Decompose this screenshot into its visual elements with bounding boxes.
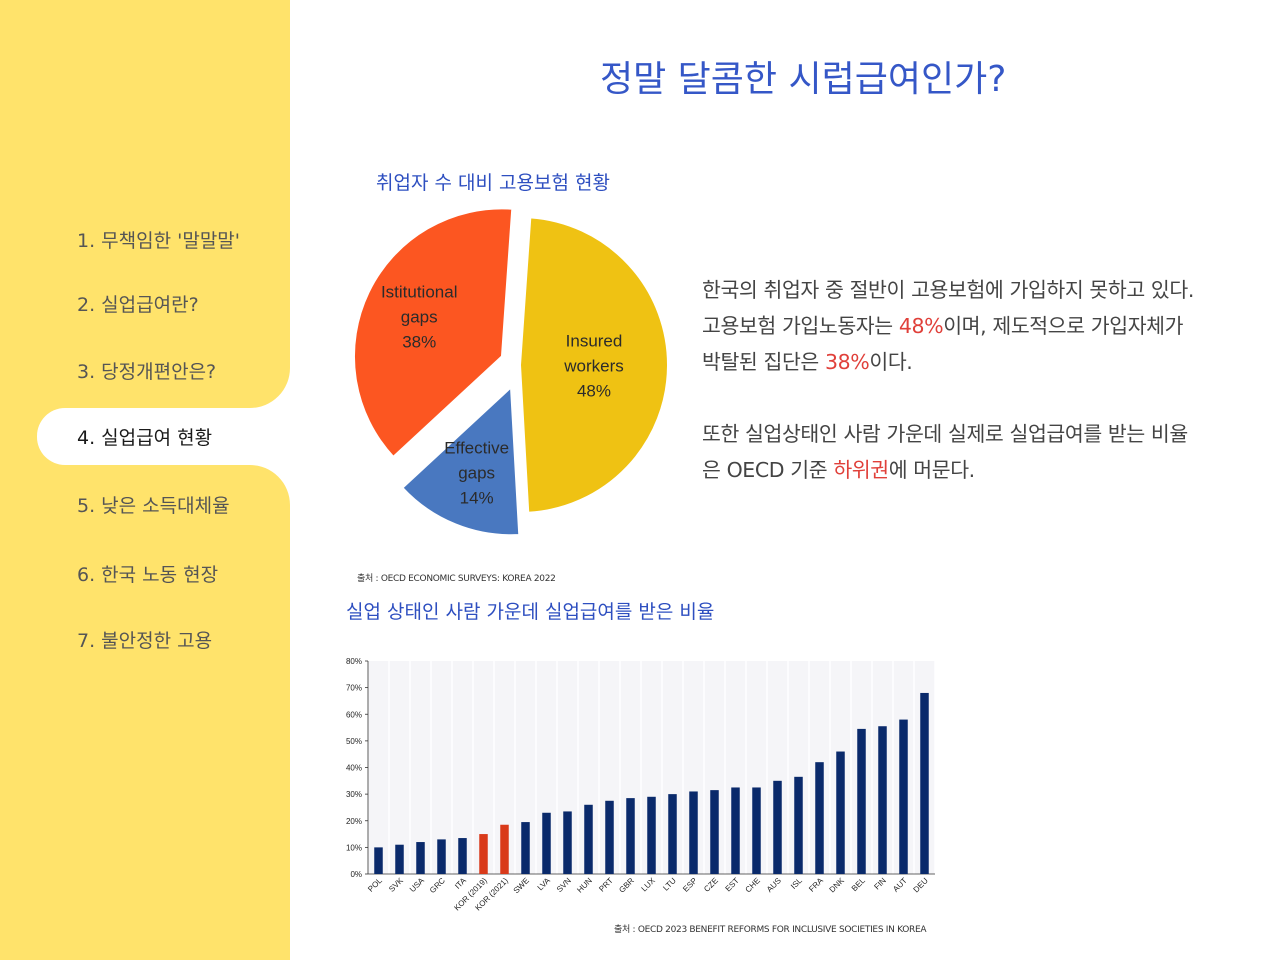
sidebar bbox=[0, 0, 290, 960]
pie-label-insured-workers: Insured workers 48% bbox=[563, 332, 624, 401]
x-tick-label: USA bbox=[408, 876, 426, 894]
bar-grc bbox=[437, 839, 446, 874]
text-line: 고용보험 가입노동자는 bbox=[702, 314, 899, 338]
nav-curve-bottom bbox=[250, 465, 290, 505]
bar-fin bbox=[878, 726, 887, 874]
text-line: 또한 실업상태인 사람 가운데 실제로 실업급여를 받는 비율 bbox=[702, 422, 1188, 446]
pie-chart-source: 출처 : OECD ECONOMIC SURVEYS: KOREA 2022 bbox=[357, 574, 556, 584]
x-tick-label: FIN bbox=[872, 876, 888, 892]
x-tick-label: SVN bbox=[555, 876, 573, 894]
nav-active-tab[interactable]: 4. 실업급여 현황 bbox=[37, 408, 290, 465]
x-tick-label: AUS bbox=[765, 876, 783, 894]
x-tick-label: ESP bbox=[681, 876, 699, 894]
y-tick-label: 50% bbox=[346, 737, 362, 746]
x-tick-label: GBR bbox=[617, 876, 636, 895]
text-line: 이며, 제도적으로 가입자체가 bbox=[943, 314, 1184, 338]
bar-hun bbox=[584, 804, 593, 874]
text-line: 은 OECD 기준 bbox=[702, 458, 834, 482]
x-tick-label: ITA bbox=[453, 876, 468, 891]
bar-aut bbox=[899, 719, 908, 874]
pie-label-effective-gaps: Effective gaps 14% bbox=[444, 438, 509, 507]
y-tick-label: 0% bbox=[350, 870, 362, 879]
bar-bel bbox=[857, 728, 866, 874]
page-title: 정말 달콤한 시럽급여인가? bbox=[600, 59, 1007, 100]
bar-chart-title: 실업 상태인 사람 가운데 실업급여를 받은 비율 bbox=[346, 601, 715, 623]
description-text: 한국의 취업자 중 절반이 고용보험에 가입하지 못하고 있다. 고용보험 가입… bbox=[702, 272, 1262, 488]
x-tick-label: AUT bbox=[891, 876, 909, 894]
bar-cze bbox=[710, 790, 719, 874]
bar-usa bbox=[416, 842, 425, 874]
y-tick-label: 70% bbox=[346, 684, 362, 693]
y-tick-label: 60% bbox=[346, 710, 362, 719]
text-line: 에 머문다. bbox=[888, 458, 975, 482]
pie-chart-title: 취업자 수 대비 고용보험 현황 bbox=[376, 172, 610, 194]
nav-item-6[interactable]: 6. 한국 노동 현장 bbox=[77, 564, 219, 586]
x-tick-label: BEL bbox=[850, 876, 867, 893]
text-line: 한국의 취업자 중 절반이 고용보험에 가입하지 못하고 있다. bbox=[702, 278, 1194, 302]
x-tick-label: CZE bbox=[702, 876, 720, 894]
x-tick-label: LVA bbox=[536, 876, 553, 893]
bar-chart-source: 출처 : OECD 2023 BENEFIT REFORMS FOR INCLU… bbox=[614, 925, 927, 935]
bar-fra bbox=[815, 762, 824, 874]
bar-lva bbox=[542, 812, 551, 874]
bar-lux bbox=[647, 796, 656, 874]
x-tick-label: HUN bbox=[575, 876, 594, 895]
bar-esp bbox=[689, 791, 698, 874]
text-line: 이다. bbox=[869, 350, 913, 374]
text-line: 박탈된 집단은 bbox=[702, 350, 825, 374]
nav-item-3[interactable]: 3. 당정개편안은? bbox=[77, 361, 217, 383]
bar-ltu bbox=[668, 794, 677, 874]
nav-item-label: 4. 실업급여 현황 bbox=[77, 427, 213, 449]
bar-svn bbox=[563, 811, 572, 874]
x-tick-label: DNK bbox=[828, 876, 847, 895]
bar-ita bbox=[458, 838, 467, 874]
bar-gbr bbox=[626, 798, 635, 874]
y-tick-label: 20% bbox=[346, 817, 362, 826]
x-tick-label: GRC bbox=[428, 876, 447, 895]
x-tick-label: LUX bbox=[640, 876, 658, 894]
x-tick-label: EST bbox=[724, 876, 741, 893]
bar-prt bbox=[605, 800, 614, 874]
bar-isl bbox=[794, 776, 803, 874]
nav-item-1[interactable]: 1. 무책임한 '말말말' bbox=[77, 230, 241, 252]
y-tick-label: 10% bbox=[346, 843, 362, 852]
bar-kor-2019 bbox=[479, 834, 488, 874]
nav-item-5[interactable]: 5. 낮은 소득대체율 bbox=[77, 495, 230, 517]
bar-pol bbox=[374, 847, 383, 874]
pie-slice-istitutional-gaps bbox=[352, 207, 514, 459]
bar-deu bbox=[920, 692, 929, 874]
y-tick-label: 40% bbox=[346, 764, 362, 773]
x-tick-label: FRA bbox=[807, 876, 825, 894]
bar-swe bbox=[521, 822, 530, 874]
nav-item-2[interactable]: 2. 실업급여란? bbox=[77, 294, 199, 316]
x-tick-label: DEU bbox=[912, 876, 930, 894]
pie-slice-effective-gaps bbox=[401, 385, 521, 535]
x-tick-label: LTU bbox=[661, 876, 678, 893]
bar-che bbox=[752, 787, 761, 874]
highlight-insured: 48% bbox=[898, 314, 944, 338]
pie-label-istitutional-gaps: Istitutional gaps 38% bbox=[381, 283, 458, 352]
y-tick-label: 30% bbox=[346, 790, 362, 799]
x-tick-label: SVK bbox=[387, 876, 405, 894]
bar-est bbox=[731, 787, 740, 874]
bar-kor-2021 bbox=[500, 824, 509, 874]
x-tick-label: CHE bbox=[744, 876, 762, 894]
bar-svk bbox=[395, 844, 404, 874]
x-tick-label: ISL bbox=[789, 876, 804, 891]
nav-item-7[interactable]: 7. 불안정한 고용 bbox=[77, 630, 213, 652]
pie-slice-insured-workers bbox=[518, 216, 669, 514]
highlight-low-rank: 하위권 bbox=[833, 458, 889, 482]
bar-chart: 0% 10% 20% 30% 40% 50% 60% 70% 80% POL SVK USA GRC IT… bbox=[346, 657, 936, 913]
y-tick-label: 80% bbox=[346, 657, 362, 666]
x-tick-label: SWE bbox=[512, 876, 531, 895]
pie-chart: Insured workers 48% Effective gaps 14% Istitut… bbox=[352, 207, 669, 535]
x-tick-label: POL bbox=[366, 876, 384, 894]
nav-curve-top bbox=[250, 368, 290, 408]
bar-aus bbox=[773, 780, 782, 874]
bar-dnk bbox=[836, 751, 845, 874]
x-tick-label: PRT bbox=[597, 876, 615, 894]
highlight-institutional: 38% bbox=[825, 350, 870, 374]
